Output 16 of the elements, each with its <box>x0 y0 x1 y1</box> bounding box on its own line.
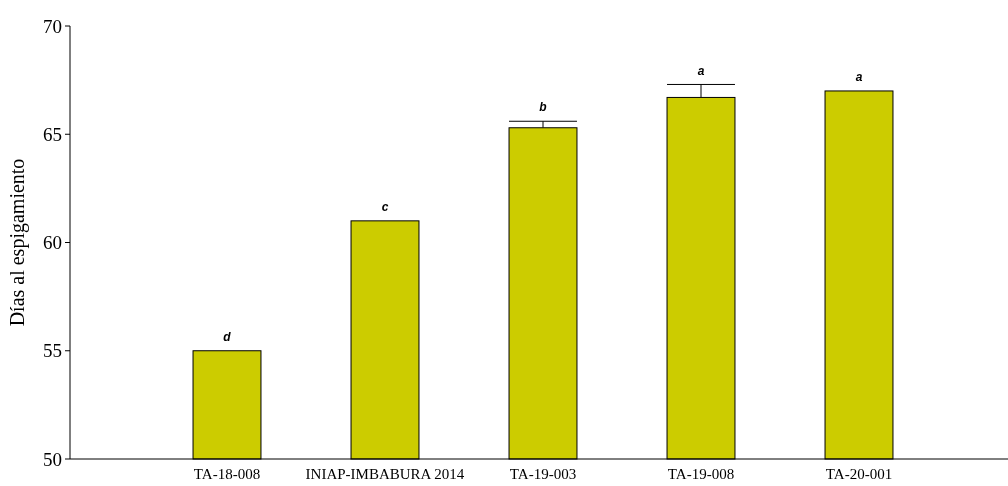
y-tick-label: 70 <box>43 15 62 37</box>
y-axis-title: Días al espigamiento <box>6 158 29 327</box>
x-tick-label: TA-20-001 <box>825 466 893 482</box>
annotation: b <box>539 100 547 115</box>
x-tick-label: TA-18-008 <box>193 466 261 482</box>
y-tick-label: 50 <box>43 448 62 470</box>
y-tick-label: 60 <box>43 232 62 254</box>
annotation: c <box>381 200 389 215</box>
y-tick-label: 65 <box>43 123 62 145</box>
annotation: d <box>223 329 232 344</box>
annotation: a <box>697 63 705 78</box>
x-tick-label: TA-19-008 <box>667 466 735 482</box>
x-tick-label: TA-19-003 <box>509 466 577 482</box>
annotation: a <box>855 70 863 85</box>
y-tick-label: 55 <box>43 340 62 362</box>
x-tick-label: INIAP-IMBABURA 2014 <box>305 466 465 482</box>
